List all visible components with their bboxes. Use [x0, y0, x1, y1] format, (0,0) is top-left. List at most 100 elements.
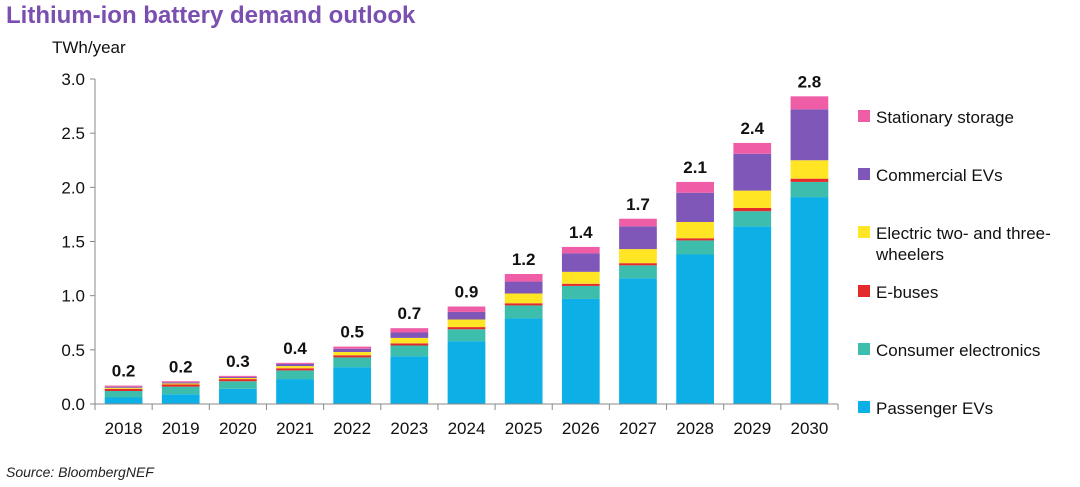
- bar-segment: [219, 378, 257, 380]
- bar-segment: [161, 394, 200, 404]
- bar-segment: [790, 197, 829, 404]
- bar-segment: [219, 376, 257, 378]
- bar-segment: [447, 319, 486, 328]
- legend-label: E-buses: [876, 283, 938, 302]
- bar-segment: [619, 278, 657, 404]
- bar-segment: [504, 293, 543, 304]
- bar-segment: [390, 345, 429, 357]
- y-tick-label: 1.5: [61, 233, 85, 252]
- bar-segment: [504, 281, 543, 294]
- total-label: 2.1: [683, 158, 707, 177]
- bar-segment: [333, 346, 372, 349]
- bar-segment: [676, 240, 714, 255]
- y-tick-label: 1.0: [61, 287, 85, 306]
- bar-segment: [104, 397, 143, 404]
- legend-swatch: [858, 401, 870, 413]
- total-label: 0.5: [340, 323, 364, 342]
- legend-swatch: [858, 343, 870, 355]
- bar-segment: [733, 153, 772, 191]
- bar-segment: [561, 271, 600, 284]
- bar-segment: [333, 357, 372, 368]
- total-label: 0.4: [283, 339, 307, 358]
- bar-segment: [333, 367, 372, 404]
- y-tick-label: 0.5: [61, 341, 85, 360]
- x-tick-label: 2024: [448, 419, 486, 438]
- bar-segment: [390, 356, 429, 404]
- bar-segment: [276, 366, 314, 369]
- y-axis-label: TWh/year: [52, 38, 126, 57]
- legend-label: Consumer electronics: [876, 341, 1040, 360]
- y-axis-ticks: 0.0 0.5 1.0 1.5 2.0 2.5 3.0: [61, 70, 96, 414]
- bar-segment: [219, 388, 257, 404]
- legend-label: Commercial EVs: [876, 166, 1003, 185]
- bar-segment: [161, 382, 200, 384]
- x-tick-label: 2022: [333, 419, 371, 438]
- bar-segment: [276, 379, 314, 404]
- bar-segment: [733, 190, 772, 208]
- legend: Stationary storage Commercial EVs Electric…: [858, 108, 1051, 418]
- bar-segment: [619, 226, 657, 250]
- source-note: Source: BloombergNEF: [6, 464, 154, 480]
- bar-segment: [333, 348, 372, 352]
- bar-segment: [276, 370, 314, 380]
- legend-label: Stationary storage: [876, 108, 1014, 127]
- bar-segment: [561, 253, 600, 272]
- x-axis-tick-labels: 2018 2019 2020 2021 2022 2023 2024 2025 2026 2027…: [94, 403, 839, 438]
- total-label: 1.4: [569, 223, 593, 242]
- x-tick-label: 2023: [390, 419, 428, 438]
- bar-segment: [676, 254, 714, 404]
- total-label: 2.8: [798, 72, 822, 91]
- x-tick-label: 2029: [733, 419, 771, 438]
- total-label: 0.2: [112, 362, 136, 381]
- bar-segment: [790, 178, 829, 182]
- bars-group: [104, 96, 829, 404]
- legend-swatch: [858, 226, 870, 238]
- x-tick-label: 2030: [791, 419, 829, 438]
- bar-segment: [390, 337, 429, 344]
- x-tick-label: 2019: [162, 419, 200, 438]
- x-tick-label: 2018: [105, 419, 143, 438]
- bar-segment: [219, 381, 257, 389]
- total-label: 0.2: [169, 357, 193, 376]
- x-tick-label: 2025: [505, 419, 543, 438]
- legend-swatch: [858, 285, 870, 297]
- bar-segment: [561, 298, 600, 404]
- bar-segment: [447, 329, 486, 342]
- total-label: 2.4: [740, 119, 764, 138]
- bar-segment: [561, 285, 600, 299]
- bar-segment: [219, 379, 257, 382]
- legend-label: Passenger EVs: [876, 399, 993, 418]
- legend-swatch: [858, 110, 870, 122]
- y-tick-label: 3.0: [61, 70, 85, 89]
- total-label: 1.7: [626, 195, 650, 214]
- bar-segment: [790, 181, 829, 198]
- bar-segment: [161, 386, 200, 395]
- bar-segment: [447, 306, 486, 312]
- bar-segment: [161, 384, 200, 387]
- bar-segment: [104, 388, 143, 391]
- y-tick-label: 2.0: [61, 178, 85, 197]
- total-label: 0.7: [398, 304, 422, 323]
- bar-segment: [676, 192, 714, 222]
- bar-segment: [104, 391, 143, 398]
- bar-segment: [504, 305, 543, 319]
- bar-segment: [561, 283, 600, 286]
- bar-segment: [676, 238, 714, 241]
- bar-segment: [390, 328, 429, 333]
- bar-segment: [733, 211, 772, 227]
- bar-segment: [276, 362, 314, 364]
- bar-segment: [733, 226, 772, 404]
- bar-segment: [733, 207, 772, 212]
- total-label: 1.2: [512, 250, 536, 269]
- bar-segment: [676, 181, 714, 193]
- bar-segment: [447, 311, 486, 320]
- bar-segment: [790, 109, 829, 161]
- x-tick-label: 2026: [562, 419, 600, 438]
- bar-segment: [390, 332, 429, 338]
- bar-segment: [104, 385, 143, 387]
- bar-segment: [276, 368, 314, 371]
- bar-segment: [276, 363, 314, 367]
- legend-label: Electric two- and three-wheelers: [875, 224, 1051, 264]
- bar-segment: [733, 142, 772, 154]
